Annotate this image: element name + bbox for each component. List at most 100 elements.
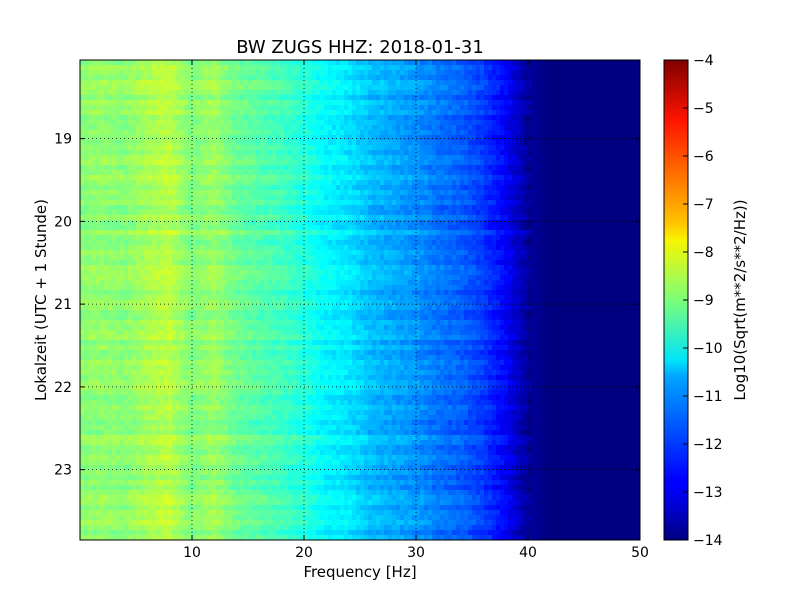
heatmap-cell <box>96 80 101 86</box>
heatmap-cell <box>184 155 189 161</box>
heatmap-cell <box>204 395 209 401</box>
heatmap-cell <box>180 255 185 261</box>
heatmap-cell <box>104 345 109 351</box>
heatmap-cell <box>248 180 253 186</box>
heatmap-cell <box>80 285 85 291</box>
heatmap-cell <box>280 425 285 431</box>
heatmap-cell <box>152 280 157 286</box>
heatmap-cell <box>132 70 137 76</box>
heatmap-cell <box>176 215 181 221</box>
heatmap-cell <box>224 330 229 336</box>
heatmap-cell <box>152 90 157 96</box>
heatmap-cell <box>236 90 241 96</box>
heatmap-cell <box>232 330 237 336</box>
heatmap-cell <box>108 90 113 96</box>
heatmap-cell <box>92 420 97 426</box>
heatmap-cell <box>156 290 161 296</box>
heatmap-cell <box>240 505 245 511</box>
heatmap-cell <box>196 95 201 101</box>
heatmap-cell <box>96 215 101 221</box>
heatmap-cell <box>112 490 117 496</box>
heatmap-cell <box>196 420 201 426</box>
heatmap-cell <box>116 360 121 366</box>
heatmap-cell <box>248 485 253 491</box>
heatmap-cell <box>188 115 193 121</box>
heatmap-cell <box>120 310 125 316</box>
heatmap-cell <box>128 190 133 196</box>
heatmap-cell <box>92 395 97 401</box>
heatmap-cell <box>220 90 225 96</box>
heatmap-cell <box>184 425 189 431</box>
heatmap-cell <box>248 200 253 206</box>
heatmap-cell <box>168 490 173 496</box>
heatmap-cell <box>228 185 233 191</box>
heatmap-cell <box>208 435 213 441</box>
heatmap-cell <box>272 425 277 431</box>
heatmap-cell <box>112 455 117 461</box>
heatmap-cell <box>148 535 153 540</box>
heatmap-cell <box>232 445 237 451</box>
heatmap-cell <box>132 465 137 471</box>
heatmap-cell <box>212 355 217 361</box>
heatmap-cell <box>216 230 221 236</box>
heatmap-cell <box>124 90 129 96</box>
heatmap-cell <box>200 80 205 86</box>
heatmap-cell <box>248 360 253 366</box>
heatmap-cell <box>264 480 269 486</box>
heatmap-cell <box>224 270 229 276</box>
heatmap-cell <box>108 290 113 296</box>
heatmap-cell <box>232 240 237 246</box>
heatmap-cell <box>236 210 241 216</box>
heatmap-cell <box>208 520 213 526</box>
heatmap-cell <box>176 290 181 296</box>
heatmap-cell <box>252 185 257 191</box>
heatmap-cell <box>128 145 133 151</box>
heatmap-cell <box>208 155 213 161</box>
heatmap-cell <box>136 145 141 151</box>
heatmap-cell <box>156 450 161 456</box>
heatmap-cell <box>204 405 209 411</box>
heatmap-cell <box>100 485 105 491</box>
heatmap-cell <box>264 440 269 446</box>
heatmap-cell <box>160 405 165 411</box>
heatmap-cell <box>232 450 237 456</box>
heatmap-cell <box>204 315 209 321</box>
heatmap-cell <box>88 520 93 526</box>
heatmap-cell <box>236 120 241 126</box>
heatmap-cell <box>180 525 185 531</box>
heatmap-cell <box>232 105 237 111</box>
heatmap-cell <box>152 215 157 221</box>
heatmap-cell <box>128 200 133 206</box>
heatmap-cell <box>100 500 105 506</box>
heatmap-cell <box>284 385 289 391</box>
heatmap-cell <box>172 205 177 211</box>
heatmap-cell <box>184 335 189 341</box>
heatmap-cell <box>136 240 141 246</box>
heatmap-cell <box>284 130 289 136</box>
heatmap-cell <box>88 365 93 371</box>
heatmap-cell <box>156 515 161 521</box>
heatmap-cell <box>88 160 93 166</box>
heatmap-cell <box>136 210 141 216</box>
heatmap-cell <box>248 435 253 441</box>
heatmap-cell <box>268 140 273 146</box>
heatmap-cell <box>128 115 133 121</box>
heatmap-cell <box>132 75 137 81</box>
heatmap-cell <box>268 190 273 196</box>
heatmap-cell <box>220 500 225 506</box>
heatmap-cell <box>104 230 109 236</box>
heatmap-cell <box>120 60 125 66</box>
heatmap-cell <box>240 105 245 111</box>
heatmap-cell <box>256 425 261 431</box>
heatmap-cell <box>92 65 97 71</box>
heatmap-cell <box>128 150 133 156</box>
heatmap-cell <box>252 470 257 476</box>
heatmap-cell <box>148 485 153 491</box>
heatmap-cell <box>96 130 101 136</box>
heatmap-cell <box>200 520 205 526</box>
heatmap-cell <box>152 195 157 201</box>
heatmap-cell <box>276 215 281 221</box>
heatmap-cell <box>140 450 145 456</box>
heatmap-cell <box>244 365 249 371</box>
heatmap-cell <box>168 105 173 111</box>
